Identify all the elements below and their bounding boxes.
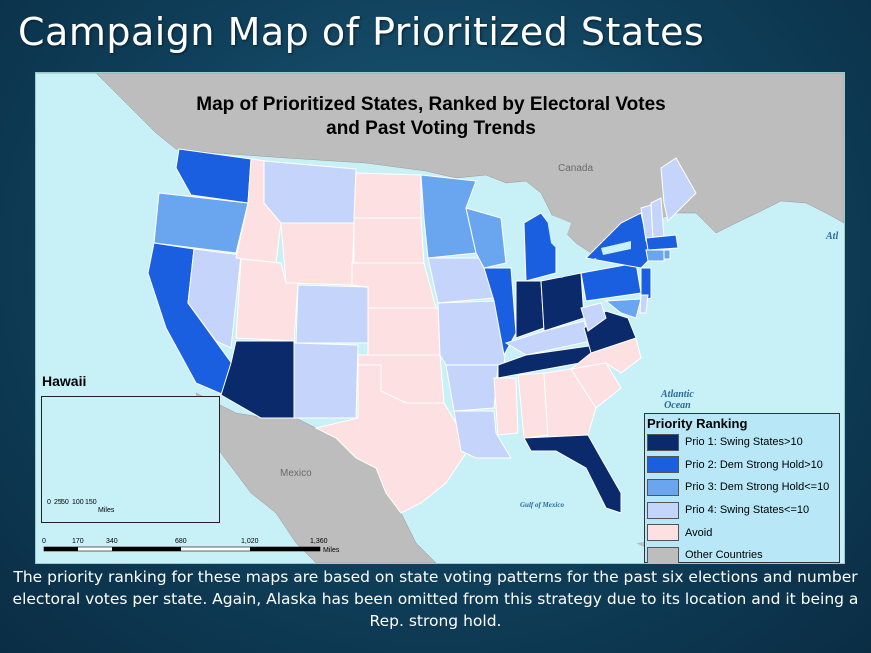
hawaii-scale-tick-0: 0 xyxy=(47,499,51,506)
map-heading-line2: and Past Voting Trends xyxy=(326,118,536,139)
ocean-label: Ocean xyxy=(664,400,691,411)
atlantic-label: Atlantic xyxy=(661,389,694,400)
legend-item: Prio 2: Dem Strong Hold>10 xyxy=(645,454,839,477)
legend-item: Prio 3: Dem Strong Hold<=10 xyxy=(645,476,839,499)
state-wisconsin xyxy=(465,207,507,269)
state-north-dakota xyxy=(353,172,422,219)
state-new-mexico xyxy=(293,342,359,419)
state-florida xyxy=(523,434,622,514)
state-massachusetts xyxy=(645,234,679,251)
hawaii-scale-unit: Miles xyxy=(98,507,115,514)
main-scale-tick-170: 170 xyxy=(72,538,84,545)
state-oregon xyxy=(153,192,249,254)
main-scale-tick-680: 680 xyxy=(175,538,187,545)
hawaii-scale-tick-25: 25 xyxy=(54,499,62,506)
state-nevada xyxy=(187,248,242,349)
hawaii-title: Hawaii xyxy=(42,373,87,389)
mexico-label: Mexico xyxy=(280,468,312,479)
state-rhode-island xyxy=(663,249,671,260)
state-maine xyxy=(660,157,697,222)
state-montana xyxy=(263,160,357,224)
map-heading: Map of Prioritized States, Ranked by Ele… xyxy=(116,93,746,141)
state-pennsylvania xyxy=(580,262,642,302)
state-south-dakota xyxy=(353,217,425,264)
main-scale-tick-1020: 1,020 xyxy=(241,538,259,545)
hawaii-inset xyxy=(41,396,220,523)
lake-erie xyxy=(556,258,598,278)
state-arkansas xyxy=(445,364,499,412)
state-louisiana xyxy=(453,410,512,459)
legend-item: Prio 4: Swing States<=10 xyxy=(645,499,839,522)
state-mississippi xyxy=(493,377,519,436)
main-scale-tick-0: 0 xyxy=(42,538,46,545)
state-indiana xyxy=(515,280,545,339)
legend-label: Prio 3: Dem Strong Hold<=10 xyxy=(685,481,830,494)
state-georgia xyxy=(543,368,597,439)
state-kansas xyxy=(367,307,441,356)
state-colorado xyxy=(295,284,369,344)
state-west-virginia xyxy=(580,302,607,332)
atlantic-ocean-label: Atlantic Ocean xyxy=(661,389,694,411)
hawaii-scale-tick-50: 50 xyxy=(61,499,69,506)
state-alabama xyxy=(517,372,549,439)
hawaii-scale-tick-100: 100 xyxy=(72,499,84,506)
legend-item: Prio 1: Swing States>10 xyxy=(645,431,839,454)
legend-swatch xyxy=(647,546,679,563)
priority-map: Map of Prioritized States, Ranked by Ele… xyxy=(35,72,845,564)
legend-label: Prio 2: Dem Strong Hold>10 xyxy=(685,458,823,471)
slide-caption: The priority ranking for these maps are … xyxy=(12,568,859,630)
legend-swatch xyxy=(647,524,679,542)
slide-title: Campaign Map of Prioritized States xyxy=(18,10,705,54)
legend-label: Avoid xyxy=(685,526,713,539)
state-new-jersey xyxy=(640,267,652,302)
legend-swatch xyxy=(647,433,679,451)
lake-michigan xyxy=(506,218,524,273)
main-scale-unit: Miles xyxy=(323,547,340,554)
priority-legend: Priority Ranking Prio 1: Swing States>10… xyxy=(644,413,840,563)
legend-swatch xyxy=(647,478,679,496)
legend-swatch xyxy=(647,456,679,474)
legend-item: Avoid xyxy=(645,521,839,544)
state-utah xyxy=(235,258,299,342)
mexico-landmass xyxy=(195,392,437,563)
main-scale-bar xyxy=(43,546,321,552)
lake-huron xyxy=(546,213,571,253)
lake-superior xyxy=(476,187,541,208)
state-michigan xyxy=(523,212,557,282)
state-texas xyxy=(314,364,467,514)
atlantic-edge-label: Atl xyxy=(826,231,839,242)
main-scale-tick-340: 340 xyxy=(106,538,118,545)
state-maryland xyxy=(604,298,642,319)
state-delaware xyxy=(639,294,649,314)
gulf-of-mexico-label: Gulf of Mexico xyxy=(520,501,564,509)
legend-swatch xyxy=(647,501,679,519)
state-connecticut xyxy=(645,249,665,262)
legend-label: Other Countries xyxy=(685,549,763,562)
state-arizona xyxy=(220,340,295,419)
lake-ontario xyxy=(601,241,631,255)
legend-title: Priority Ranking xyxy=(647,416,748,431)
canada-label: Canada xyxy=(558,163,594,174)
hawaii-scale-tick-150: 150 xyxy=(85,499,97,506)
state-wyoming xyxy=(280,222,355,286)
state-washington xyxy=(175,148,252,204)
main-scale-tick-1360: 1,360 xyxy=(310,538,328,545)
map-heading-line1: Map of Prioritized States, Ranked by Ele… xyxy=(196,94,666,115)
legend-label: Prio 1: Swing States>10 xyxy=(685,436,803,449)
legend-label: Prio 4: Swing States<=10 xyxy=(685,504,810,517)
legend-item: Other Countries xyxy=(645,544,839,563)
